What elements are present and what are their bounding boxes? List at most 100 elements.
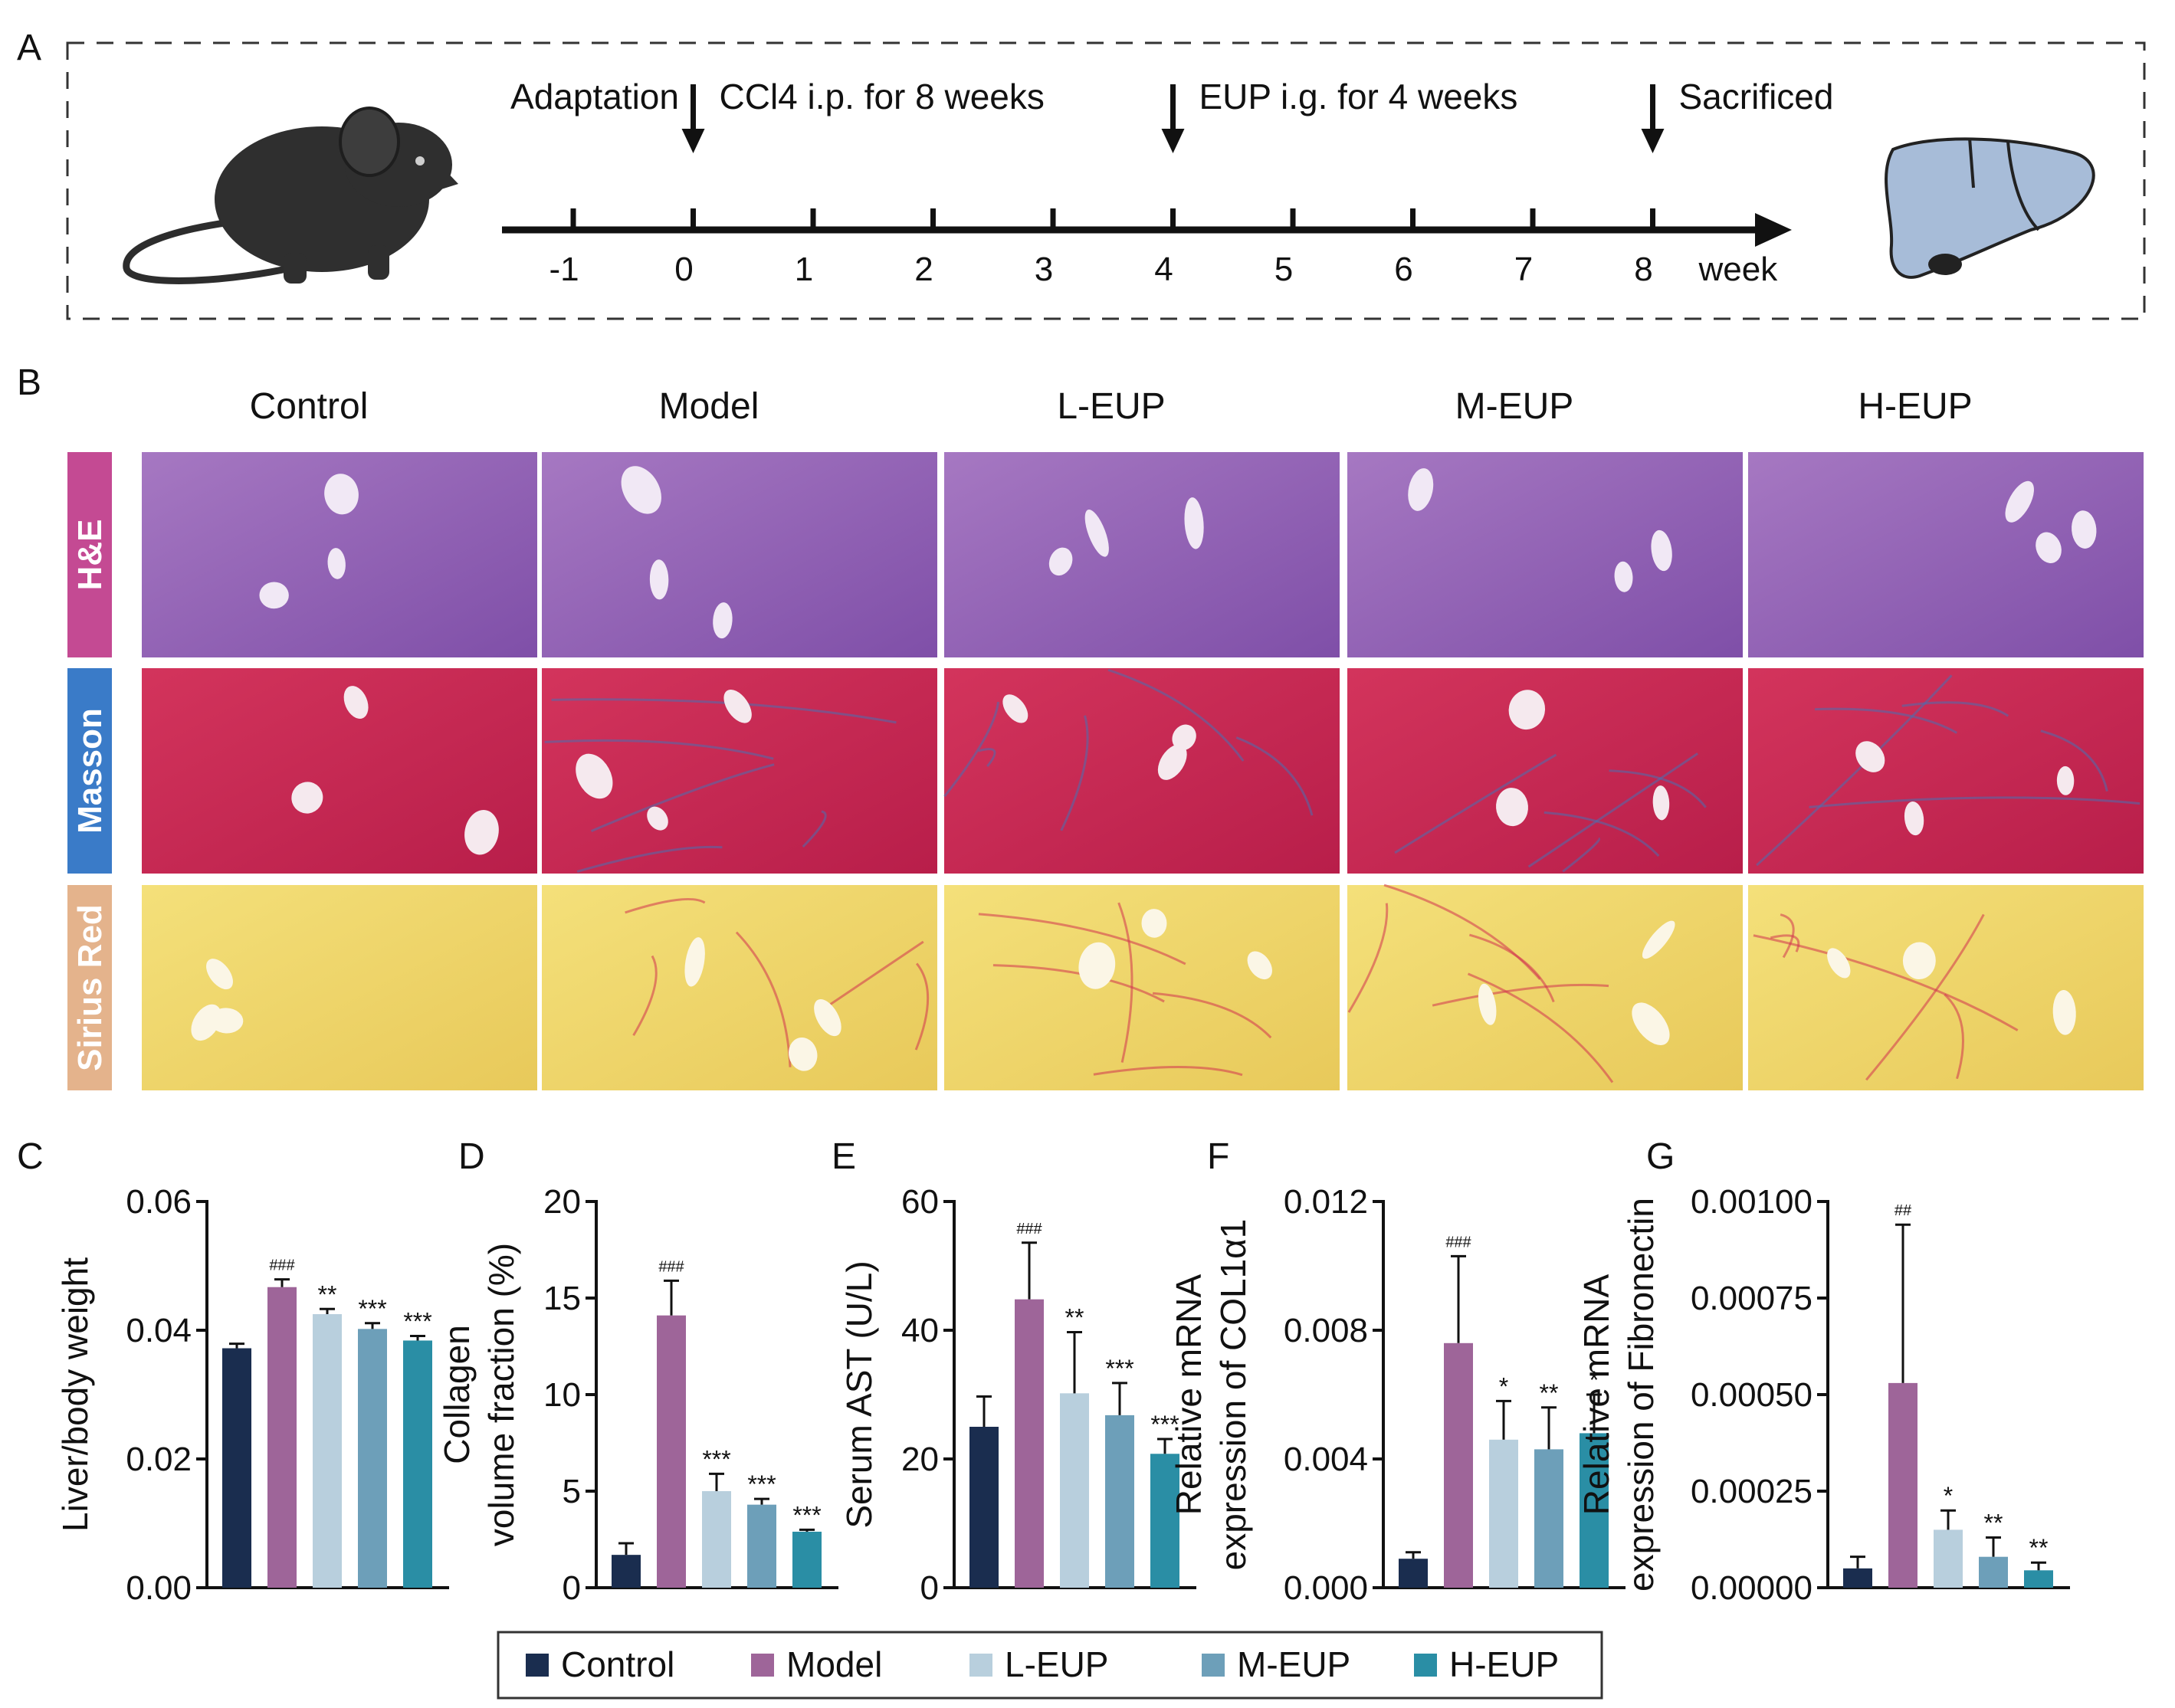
histology-column-label: Model [659, 386, 759, 427]
vessel-lumen [647, 806, 668, 831]
histology-image [1347, 668, 1743, 874]
y-tick-label: 0.06 [126, 1183, 192, 1221]
significance-label: * [1589, 1366, 1599, 1394]
fibrosis-streak [1432, 983, 1609, 1007]
liver-icon [1885, 137, 2095, 279]
histology-image [542, 885, 937, 1090]
significance-label: ## [1895, 1202, 1912, 1219]
significance-label: * [1944, 1482, 1953, 1510]
bar [612, 1555, 641, 1588]
y-tick-label: 0.012 [1284, 1183, 1368, 1221]
bar [358, 1329, 387, 1588]
fibrosis-streak [1093, 1066, 1243, 1077]
bar [702, 1491, 731, 1588]
vessel-lumen [1084, 510, 1109, 557]
vessel-lumen [713, 602, 733, 639]
bar [1399, 1559, 1428, 1588]
vessel-lumen [1002, 694, 1028, 723]
vessel-lumen [324, 474, 359, 515]
fibrosis-streak [1814, 707, 1958, 734]
fibrosis-streak [1562, 837, 1601, 873]
fibrosis-streak [632, 955, 658, 1037]
bar [1015, 1299, 1044, 1588]
y-tick-label: 0.004 [1284, 1441, 1368, 1478]
fibrosis-streak [1780, 913, 1795, 959]
timeline-tick-label: 3 [1035, 251, 1053, 288]
vessel-lumen [2052, 990, 2076, 1035]
bar [222, 1348, 251, 1588]
fibrosis-streak [827, 940, 924, 1007]
significance-label: ### [1016, 1221, 1042, 1238]
bar [792, 1531, 822, 1588]
y-tick-label: 0.00100 [1691, 1183, 1812, 1221]
timeline-tick-label: 7 [1514, 251, 1533, 288]
vessel-lumen [291, 782, 323, 814]
vessel-lumen [1642, 920, 1675, 959]
y-tick-label: 0.008 [1284, 1312, 1368, 1349]
fibrosis-streak [544, 739, 774, 760]
bar [1060, 1393, 1089, 1588]
y-tick-label: 0 [563, 1569, 581, 1607]
vessel-lumen [814, 998, 841, 1037]
fibrosis-streak [1060, 715, 1089, 831]
timeline-tick-label: 4 [1154, 251, 1173, 288]
significance-label: *** [702, 1445, 730, 1473]
vessel-lumen [576, 753, 613, 799]
significance-label: ** [1540, 1379, 1559, 1407]
histology-row-band [67, 885, 112, 1090]
vessel-lumen [2056, 765, 2075, 795]
vessel-lumen [2005, 480, 2034, 523]
legend-swatch [969, 1654, 992, 1677]
vessel-lumen [1478, 983, 1497, 1025]
fibrosis-streak [914, 962, 930, 1051]
histology-image [1347, 452, 1743, 657]
event-arrow-head [1161, 129, 1185, 153]
fibrosis-streak [1809, 796, 2141, 808]
vessel-lumen [1904, 801, 1924, 836]
histology-row-label: H&E [71, 520, 109, 591]
bar [1534, 1449, 1563, 1588]
vessel-lumen [1141, 909, 1167, 938]
histology-image [1748, 452, 2144, 657]
histology-image [944, 885, 1340, 1090]
fibrosis-streak [1347, 903, 1389, 1013]
legend-label: L-EUP [1005, 1644, 1108, 1684]
bar [1489, 1439, 1518, 1588]
bar [1105, 1415, 1134, 1588]
fibrosis-streak [978, 748, 996, 768]
legend-label: M-EUP [1237, 1644, 1350, 1684]
bar [657, 1315, 686, 1588]
y-tick-label: 0.00075 [1691, 1280, 1812, 1317]
fibrosis-streak [943, 701, 999, 798]
y-tick-label: 0.00 [126, 1569, 192, 1607]
fibrosis-streak [1543, 811, 1660, 857]
event-label: CCl4 i.p. for 8 weeks [720, 77, 1045, 116]
histology-row-label: Masson [71, 708, 109, 834]
fibrosis-streak [735, 931, 792, 1067]
event-label: Sacrificed [1679, 77, 1834, 116]
fibrosis-streak [1394, 753, 1557, 854]
event-arrow-head [1641, 129, 1665, 153]
vessel-lumen [259, 582, 289, 609]
legend-swatch [526, 1654, 549, 1677]
vessel-lumen [1048, 547, 1073, 576]
panel-label-d: D [458, 1136, 485, 1177]
panel-label-c: C [17, 1136, 44, 1177]
panel-label-g: G [1646, 1136, 1675, 1177]
y-tick-label: 0.00025 [1691, 1473, 1812, 1510]
histology-image [1748, 668, 2144, 874]
vessel-lumen [1614, 561, 1633, 592]
histology-image [542, 452, 937, 657]
significance-label: ### [1445, 1234, 1471, 1251]
y-axis-label: Collagen [437, 1325, 477, 1464]
fibrosis-streak [1117, 902, 1133, 1063]
y-tick-label: 10 [543, 1376, 581, 1414]
vessel-lumen [1651, 529, 1672, 572]
y-tick-label: 60 [901, 1183, 939, 1221]
vessel-lumen [1508, 690, 1546, 730]
vessel-lumen [789, 1037, 818, 1071]
fibrosis-streak [625, 897, 706, 914]
vessel-lumen [723, 689, 752, 723]
y-tick-label: 40 [901, 1312, 939, 1349]
